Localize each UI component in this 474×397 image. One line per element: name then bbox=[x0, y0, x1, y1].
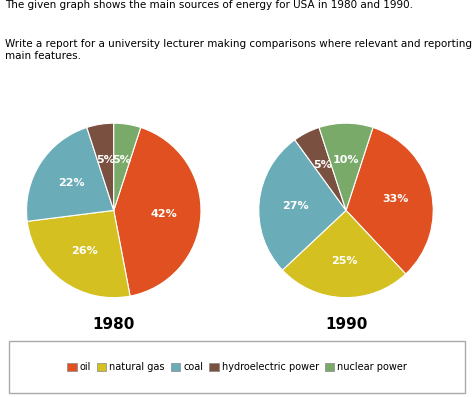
Wedge shape bbox=[114, 123, 141, 210]
Text: 33%: 33% bbox=[382, 195, 409, 204]
Text: 26%: 26% bbox=[71, 246, 97, 256]
Text: 25%: 25% bbox=[331, 256, 358, 266]
Wedge shape bbox=[114, 127, 201, 296]
Text: 1980: 1980 bbox=[92, 317, 135, 332]
Text: 22%: 22% bbox=[58, 178, 84, 188]
Text: 42%: 42% bbox=[151, 208, 178, 219]
Wedge shape bbox=[259, 140, 346, 270]
Wedge shape bbox=[87, 123, 114, 210]
Text: 10%: 10% bbox=[333, 155, 359, 165]
Text: 5%: 5% bbox=[112, 156, 131, 166]
Text: 27%: 27% bbox=[283, 200, 309, 211]
Wedge shape bbox=[346, 127, 433, 274]
FancyBboxPatch shape bbox=[9, 341, 465, 393]
Wedge shape bbox=[283, 210, 406, 298]
Wedge shape bbox=[295, 127, 346, 210]
Text: 5%: 5% bbox=[314, 160, 332, 170]
Wedge shape bbox=[319, 123, 373, 210]
Text: The given graph shows the main sources of energy for USA in 1980 and 1990.: The given graph shows the main sources o… bbox=[5, 0, 413, 10]
Wedge shape bbox=[27, 127, 114, 222]
Legend: oil, natural gas, coal, hydroelectric power, nuclear power: oil, natural gas, coal, hydroelectric po… bbox=[65, 360, 409, 374]
Wedge shape bbox=[27, 210, 130, 298]
Text: 5%: 5% bbox=[97, 156, 115, 166]
Text: Write a report for a university lecturer making comparisons where relevant and r: Write a report for a university lecturer… bbox=[5, 39, 474, 61]
Text: 1990: 1990 bbox=[325, 317, 367, 332]
